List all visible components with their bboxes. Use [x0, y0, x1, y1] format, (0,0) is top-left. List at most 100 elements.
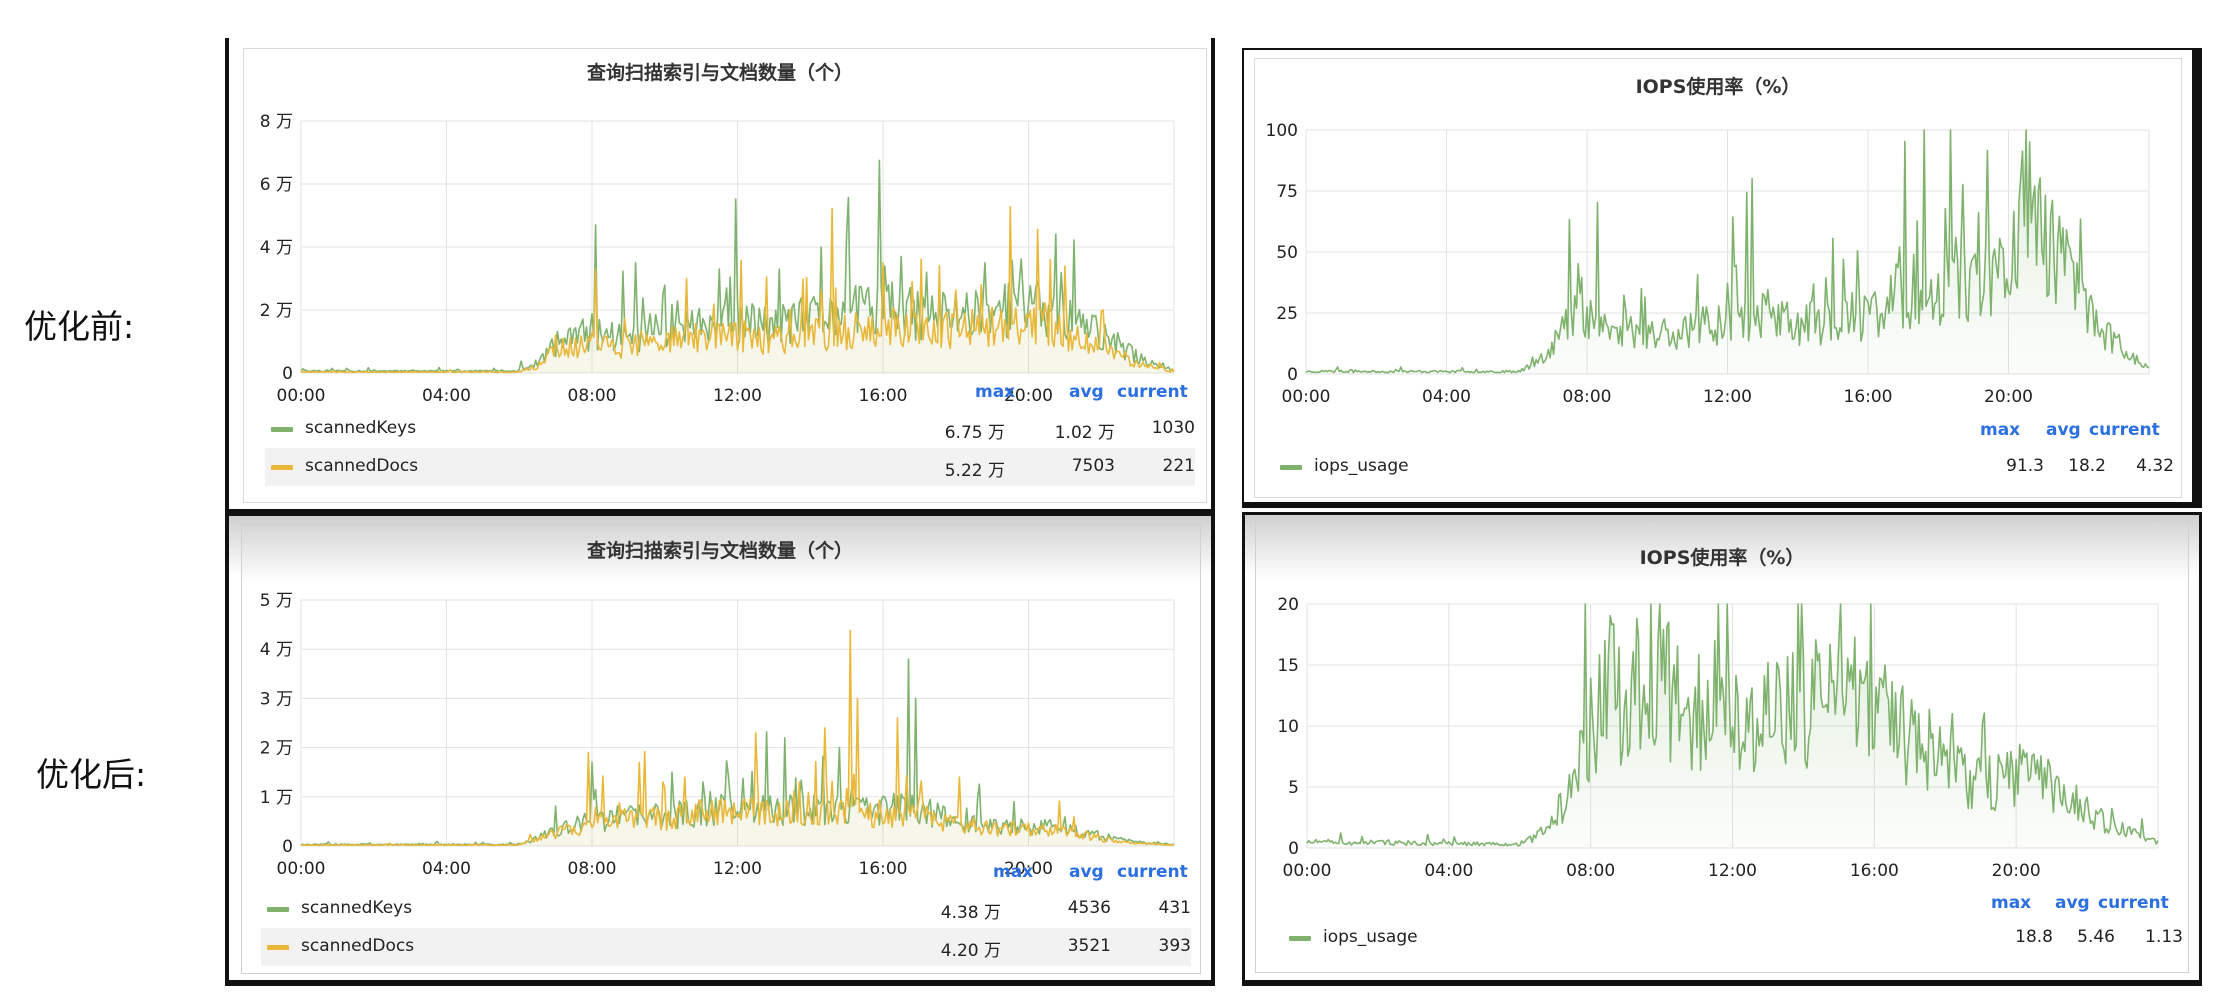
x-tick-label: 00:00: [1283, 861, 1332, 881]
legend-current: 1030: [1151, 418, 1195, 438]
series-line-scannedDocs: [300, 629, 1175, 847]
x-tick-label: 00:00: [1282, 387, 1331, 407]
y-tick-label: 6 万: [260, 175, 293, 195]
legend-header-current: current: [1117, 382, 1188, 402]
series-line-iops_usage: [1305, 129, 2150, 374]
legend-row-iops-usage[interactable]: iops_usage 18.8 5.46 1.13: [1283, 919, 2183, 957]
y-tick-label: 0: [1287, 365, 1298, 385]
y-tick-label: 5: [1288, 778, 1299, 798]
x-tick-label: 20:00: [1984, 387, 2033, 407]
panel-scan-before: 查询扫描索引与文档数量（个） 0 2 万 4 万 6 万 8 万 00:00 04:00 08…: [225, 38, 1215, 513]
legend-row-scanneddocs[interactable]: scannedDocs 4.20 万 3521 393: [261, 928, 1191, 966]
series-line-scannedDocs: [300, 205, 1175, 374]
legend-current: 393: [1158, 936, 1191, 956]
chart-title: IOPS使用率（%）: [1635, 76, 1801, 98]
legend-current: 221: [1162, 456, 1195, 476]
legend-swatch: [267, 907, 289, 912]
x-tick-label: 12:00: [713, 386, 762, 406]
panel-frame: [241, 524, 1201, 974]
x-tick-label: 04:00: [422, 859, 471, 879]
chart-svg: 0 5 10 15 20 00:00 04:00 08:00 12:00 16:00 20:00: [1277, 595, 2159, 881]
y-tick-label: 75: [1276, 182, 1298, 202]
legend-avg: 1.02 万: [1054, 423, 1115, 443]
x-tick-label: 04:00: [422, 386, 471, 406]
x-tick-label: 12:00: [1708, 861, 1757, 881]
legend-row-iops-usage[interactable]: iops_usage 91.3 18.2 4.32: [1274, 448, 2174, 486]
legend-row-scanneddocs[interactable]: scannedDocs 5.22 万 7503 221: [265, 448, 1195, 486]
legend-series-name: iops_usage: [1314, 456, 1409, 476]
legend-header-current: current: [1117, 862, 1188, 882]
panel-iops-after: IOPS使用率（%） 0 5 10 15 20 00:00 04:00 08:00 12:00 1…: [1242, 512, 2202, 986]
chart-svg: 0 1 万 2 万 3 万 4 万 5 万 00:00 04:00 08:00 12:00 16:0…: [260, 591, 1175, 879]
y-tick-label: 0: [282, 364, 293, 384]
legend-swatch: [1280, 465, 1302, 470]
x-tick-label: 08:00: [1563, 387, 1612, 407]
legend-max: 4.38 万: [940, 903, 1001, 923]
legend-header-max: max: [975, 382, 1016, 402]
y-tick-label: 50: [1276, 243, 1298, 263]
x-tick-label: 08:00: [568, 859, 617, 879]
legend-header-avg: avg: [2055, 893, 2090, 913]
chart-title: 查询扫描索引与文档数量（个）: [586, 62, 853, 84]
legend-row-scannedkeys[interactable]: scannedKeys 4.38 万 4536 431: [261, 890, 1191, 928]
legend-header-max: max: [1991, 893, 2032, 913]
y-tick-label: 0: [1288, 839, 1299, 859]
y-tick-label: 8 万: [260, 112, 293, 132]
y-tick-label: 3 万: [260, 689, 293, 709]
y-tick-label: 25: [1276, 304, 1298, 324]
legend-header-max: max: [993, 862, 1034, 882]
legend-series-name: scannedDocs: [301, 936, 415, 956]
x-tick-label: 12:00: [713, 859, 762, 879]
legend-current: 431: [1158, 898, 1191, 918]
label-after: 优化后:: [36, 755, 147, 794]
x-tick-label: 08:00: [568, 386, 617, 406]
x-tick-label: 04:00: [1422, 387, 1471, 407]
legend-max: 91.3: [2006, 456, 2044, 476]
chart-title: IOPS使用率（%）: [1639, 547, 1805, 569]
legend-swatch: [271, 465, 293, 470]
legend-row-scannedkeys[interactable]: scannedKeys 6.75 万 1.02 万 1030: [265, 410, 1195, 448]
legend-header-avg: avg: [2046, 420, 2081, 440]
legend-current: 4.32: [2136, 456, 2174, 476]
x-tick-label: 00:00: [277, 859, 326, 879]
y-tick-label: 20: [1277, 595, 1299, 615]
legend-max: 4.20 万: [940, 941, 1001, 961]
x-tick-label: 04:00: [1424, 861, 1473, 881]
y-tick-label: 1 万: [260, 788, 293, 808]
legend-series-name: iops_usage: [1323, 927, 1418, 947]
panel-scan-after: 查询扫描索引与文档数量（个） 0 1 万 2 万 3 万 4 万 5 万 00:00 04:0…: [225, 512, 1215, 986]
x-tick-label: 16:00: [1844, 387, 1893, 407]
legend-header-avg: avg: [1069, 382, 1104, 402]
chart-title: 查询扫描索引与文档数量（个）: [586, 540, 853, 562]
panel-iops-before: IOPS使用率（%） 0 25 50 75 100 00:00 04:00 08:00 12:0…: [1242, 48, 2202, 508]
legend-current: 1.13: [2145, 927, 2183, 947]
x-tick-label: 08:00: [1566, 861, 1615, 881]
panel-frame: [243, 48, 1207, 503]
legend-avg: 7503: [1071, 456, 1115, 476]
chart-svg: 0 2 万 4 万 6 万 8 万 00:00 04:00 08:00 12:00 16:00 20…: [260, 112, 1175, 406]
legend-avg: 18.2: [2068, 456, 2106, 476]
y-tick-label: 100: [1266, 121, 1298, 141]
chart-svg: 0 25 50 75 100 00:00 04:00 08:00 12:00 16:00 20:00: [1266, 121, 2150, 407]
x-tick-label: 12:00: [1703, 387, 1752, 407]
x-tick-label: 20:00: [1004, 859, 1053, 879]
series-area-iops_usage: [1306, 130, 2149, 374]
legend-header-avg: avg: [1069, 862, 1104, 882]
y-tick-label: 10: [1277, 717, 1299, 737]
x-tick-label: 20:00: [1992, 861, 2041, 881]
legend-header-max: max: [1980, 420, 2021, 440]
legend-series-name: scannedKeys: [305, 418, 417, 438]
series-area-scannedDocs: [301, 206, 1174, 373]
y-tick-label: 0: [282, 837, 293, 857]
series-line-iops_usage: [1306, 603, 2159, 847]
legend-max: 6.75 万: [944, 423, 1005, 443]
series-area-scannedKeys: [301, 160, 1174, 373]
series-line-scannedKeys: [300, 159, 1175, 373]
x-tick-label: 00:00: [277, 386, 326, 406]
x-tick-label: 16:00: [859, 859, 908, 879]
y-tick-label: 2 万: [260, 739, 293, 759]
series-area-iops_usage: [1307, 604, 2158, 848]
legend-series-name: scannedKeys: [301, 898, 413, 918]
legend-swatch: [267, 945, 289, 950]
y-tick-label: 4 万: [260, 640, 293, 660]
